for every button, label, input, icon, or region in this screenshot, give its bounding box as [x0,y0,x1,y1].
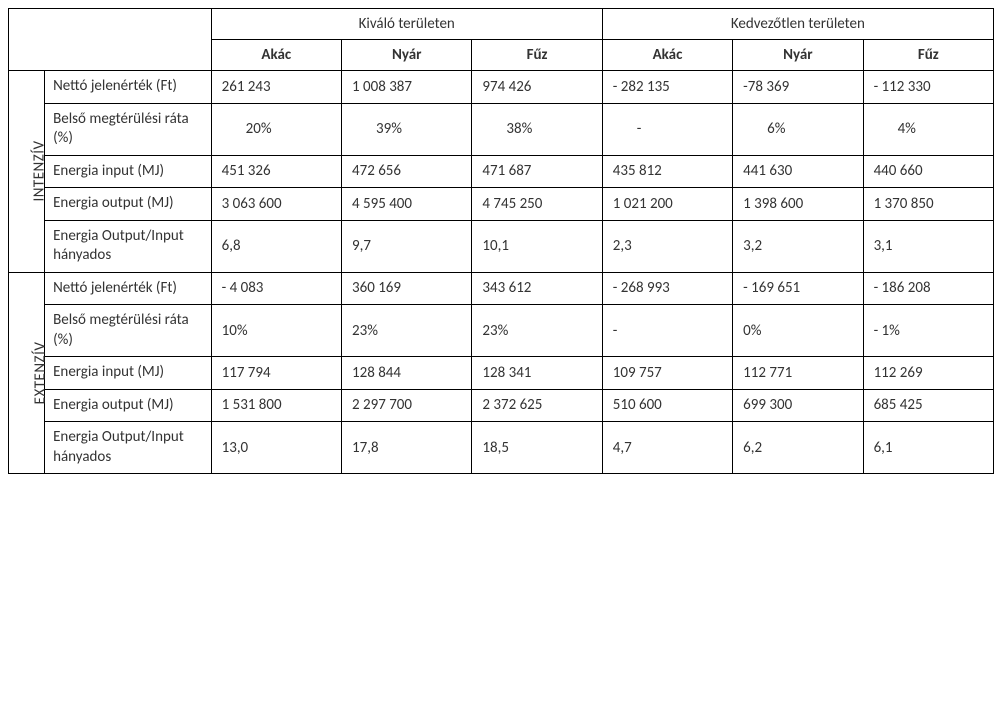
group-label-extenziv: EXTENZÍV [9,272,45,474]
row-label: Belső megtérülési ráta (%) [45,305,212,357]
data-cell: 510 600 [602,389,732,422]
data-cell: 2 297 700 [342,389,472,422]
row-label: Energia output (MJ) [45,188,212,221]
header-col-6: Fűz [863,40,993,71]
header-blank [9,9,212,71]
data-cell: - 186 208 [863,272,993,305]
data-cell: 4 595 400 [342,188,472,221]
data-cell: - [602,305,732,357]
data-cell: 360 169 [342,272,472,305]
data-cell: 128 844 [342,357,472,390]
header-col-5: Nyár [733,40,863,71]
table-row: Belső megtérülési ráta (%) 10% 23% 23% -… [9,305,994,357]
row-label: Nettó jelenérték (Ft) [45,272,212,305]
data-cell: 343 612 [472,272,602,305]
data-cell: - 4 083 [211,272,341,305]
row-label: Belső megtérülési ráta (%) [45,103,212,155]
data-cell: 18,5 [472,422,602,474]
header-col-3: Fűz [472,40,602,71]
data-cell: - 112 330 [863,71,993,104]
data-cell: 10,1 [472,220,602,272]
data-cell: - 1% [863,305,993,357]
data-table: Kiváló területen Kedvezőtlen területen A… [8,8,994,474]
data-cell: 117 794 [211,357,341,390]
row-label: Energia Output/Input hányados [45,220,212,272]
data-cell: 6,8 [211,220,341,272]
data-cell: 699 300 [733,389,863,422]
data-cell: 4,7 [602,422,732,474]
data-cell: - [602,103,732,155]
data-cell: 39% [342,103,472,155]
table-row: Belső megtérülési ráta (%) 20% 39% 38% -… [9,103,994,155]
table-row: Energia input (MJ) 451 326 472 656 471 6… [9,155,994,188]
header-col-4: Akác [602,40,732,71]
data-cell: 1 398 600 [733,188,863,221]
data-cell: -78 369 [733,71,863,104]
data-cell: 3,2 [733,220,863,272]
data-cell: 112 771 [733,357,863,390]
data-cell: 128 341 [472,357,602,390]
header-group-2: Kedvezőtlen területen [602,9,993,40]
row-label: Energia Output/Input hányados [45,422,212,474]
data-cell: 6,2 [733,422,863,474]
row-label: Nettó jelenérték (Ft) [45,71,212,104]
data-cell: 1 021 200 [602,188,732,221]
data-cell: 38% [472,103,602,155]
data-cell: 17,8 [342,422,472,474]
data-cell: 451 326 [211,155,341,188]
header-col-2: Nyár [342,40,472,71]
row-label: Energia output (MJ) [45,389,212,422]
data-cell: 109 757 [602,357,732,390]
data-cell: 1 531 800 [211,389,341,422]
data-cell: 261 243 [211,71,341,104]
table-row: INTENZÍV Nettó jelenérték (Ft) 261 243 1… [9,71,994,104]
data-cell: 441 630 [733,155,863,188]
data-cell: 1 370 850 [863,188,993,221]
data-cell: 685 425 [863,389,993,422]
header-col-1: Akác [211,40,341,71]
data-cell: 435 812 [602,155,732,188]
data-cell: - 282 135 [602,71,732,104]
data-cell: 6,1 [863,422,993,474]
table-row: Energia output (MJ) 1 531 800 2 297 700 … [9,389,994,422]
data-cell: 3,1 [863,220,993,272]
data-cell: 1 008 387 [342,71,472,104]
data-cell: 440 660 [863,155,993,188]
data-cell: 3 063 600 [211,188,341,221]
table-row: Energia output (MJ) 3 063 600 4 595 400 … [9,188,994,221]
data-cell: 974 426 [472,71,602,104]
data-cell: 23% [342,305,472,357]
data-cell: 2 372 625 [472,389,602,422]
row-label: Energia input (MJ) [45,155,212,188]
table-row: Energia Output/Input hányados 13,0 17,8 … [9,422,994,474]
header-row-groups: Kiváló területen Kedvezőtlen területen [9,9,994,40]
row-label: Energia input (MJ) [45,357,212,390]
data-cell: 6% [733,103,863,155]
group-label-intenziv: INTENZÍV [9,71,45,273]
header-group-1: Kiváló területen [211,9,602,40]
data-cell: 20% [211,103,341,155]
data-cell: 10% [211,305,341,357]
table-row: EXTENZÍV Nettó jelenérték (Ft) - 4 083 3… [9,272,994,305]
table-row: Energia input (MJ) 117 794 128 844 128 3… [9,357,994,390]
data-cell: 472 656 [342,155,472,188]
data-cell: 4% [863,103,993,155]
data-cell: 0% [733,305,863,357]
data-cell: 471 687 [472,155,602,188]
data-cell: 4 745 250 [472,188,602,221]
data-cell: 13,0 [211,422,341,474]
data-cell: 2,3 [602,220,732,272]
data-cell: - 268 993 [602,272,732,305]
table-row: Energia Output/Input hányados 6,8 9,7 10… [9,220,994,272]
data-cell: 9,7 [342,220,472,272]
data-cell: 23% [472,305,602,357]
data-cell: - 169 651 [733,272,863,305]
data-cell: 112 269 [863,357,993,390]
